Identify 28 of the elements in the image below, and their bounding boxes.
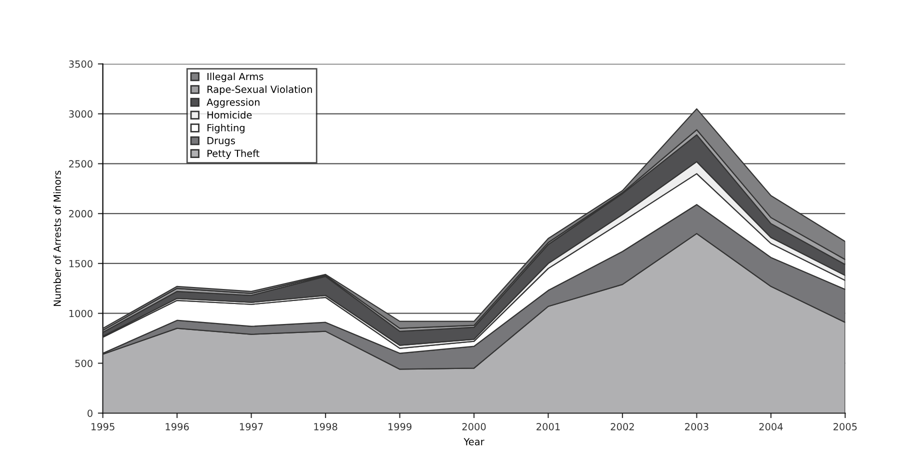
legend-label: Illegal Arms — [208, 72, 264, 82]
y-tick-label: 1000 — [69, 310, 92, 318]
y-tick-label: 0 — [88, 410, 92, 417]
legend-label: Fighting — [208, 124, 244, 134]
legend-label: Petty Theft — [208, 150, 260, 159]
x-tick-label: 1995 — [92, 423, 114, 430]
x-tick-label: 1998 — [314, 423, 338, 430]
legend-label: Homicide — [208, 111, 252, 119]
x-tick-label: 2004 — [759, 423, 783, 430]
x-tick-label: 1996 — [166, 423, 189, 430]
x-tick-label: 2000 — [462, 423, 486, 430]
y-tick-label: 3500 — [69, 60, 92, 68]
y-tick-label: 2000 — [69, 210, 92, 218]
x-tick-label: 2005 — [834, 423, 857, 430]
y-tick-label: 500 — [75, 360, 92, 368]
x-tick-label: 2001 — [536, 423, 560, 430]
legend-label: Drugs — [208, 137, 235, 146]
x-tick-label: 1999 — [388, 423, 412, 430]
y-tick-label: 1500 — [69, 260, 92, 268]
y-axis-title: Number of Arrests of Minors — [53, 170, 61, 306]
y-tick-label: 2500 — [69, 160, 92, 168]
y-tick-label: 3000 — [69, 110, 92, 118]
x-axis-title: Year — [464, 438, 484, 446]
legend-label: Aggression — [206, 98, 260, 108]
x-tick-label: 2002 — [610, 423, 634, 430]
x-tick-label: 1997 — [240, 423, 263, 430]
legend-label: Rape-Sexual Violation — [208, 85, 312, 95]
x-tick-label: 2003 — [685, 423, 708, 430]
